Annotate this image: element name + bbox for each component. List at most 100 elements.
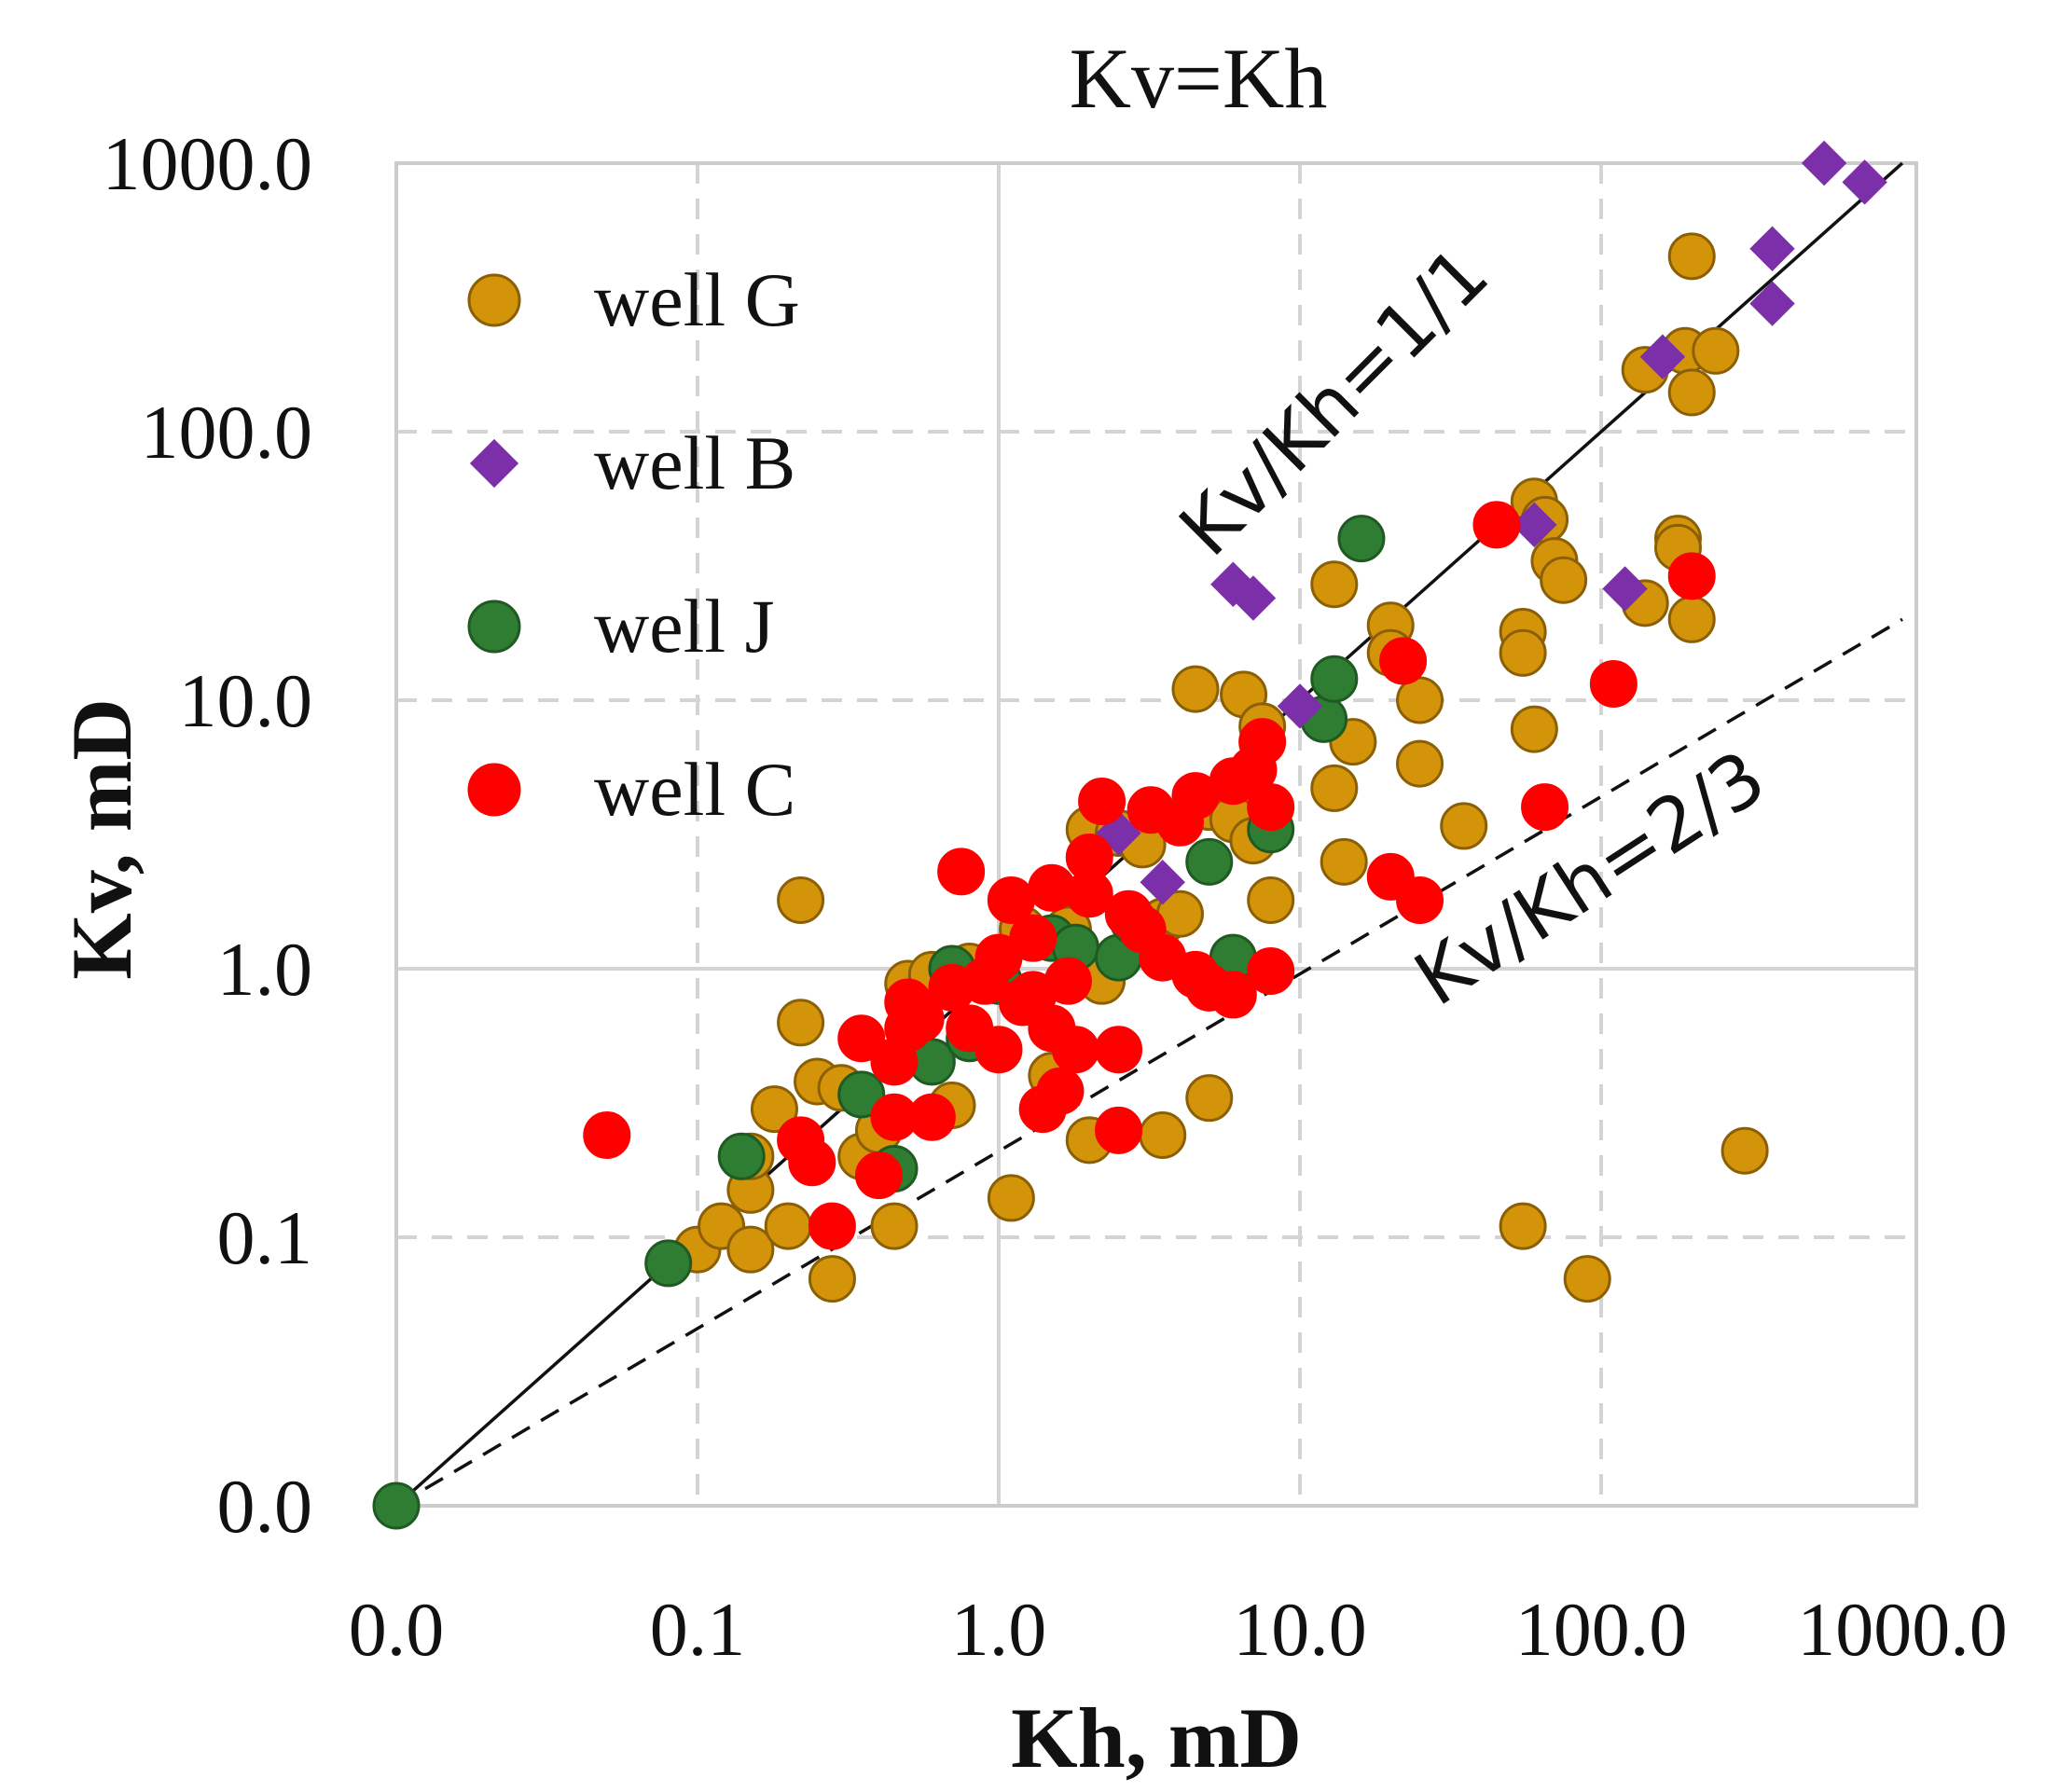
x-tick-label: 10.0 [1233,1587,1367,1672]
well-b-point [1749,281,1795,326]
y-tick-label: 100.0 [141,390,313,475]
well-g-point [1440,802,1488,850]
well-c-point [788,1138,836,1187]
well-j-point [372,1482,421,1530]
well-c-point [1043,957,1092,1005]
well-g-point [777,999,825,1047]
well-c-point [1009,914,1057,962]
well-b-point [1602,566,1648,612]
well-c-point [1036,1067,1085,1115]
well-j-point [1337,515,1386,563]
y-tick-label: 1000.0 [103,121,313,206]
legend-label-well-b: well B [594,420,795,505]
well-g-point [750,1085,798,1134]
well-j-point [1185,837,1234,886]
well-b-point [1140,859,1185,905]
legend-marker-well-g [467,273,521,327]
well-g-point [1720,1126,1769,1175]
well-g-point [870,1202,919,1250]
well-c-point [1209,971,1257,1019]
well-b-point [1842,159,1887,205]
well-g-point [1320,837,1368,886]
well-g-point [1667,595,1716,643]
y-axis-label: Kv, mD [54,698,149,980]
well-c-point [1095,1026,1143,1074]
well-j-point [644,1239,693,1288]
well-c-point [1379,637,1428,685]
reference-line-2-3 [395,617,1903,1508]
chart-title: Kv=Kh [1070,31,1328,126]
well-c-point [1095,1106,1143,1154]
legend-marker-well-c [467,763,521,817]
well-g-point [1499,1202,1547,1250]
well-c-point [896,995,945,1043]
well-j-point [1310,655,1359,703]
well-g-point [1667,232,1716,281]
x-tick-labels: 0.0 0.1 1.0 10.0 100.0 1000.0 [349,1587,2008,1672]
well-g-point [1247,875,1295,924]
well-g-point [777,875,825,924]
y-tick-label: 0.0 [217,1464,313,1549]
legend-label-well-c: well C [594,747,795,832]
well-g-point [1692,326,1740,375]
x-tick-label: 1.0 [951,1587,1047,1672]
well-c-point [837,1014,886,1063]
y-tick-label: 1.0 [217,927,313,1012]
data-points [372,140,1887,1530]
well-c-point [808,1202,856,1250]
well-g-point [1667,368,1716,417]
well-c-point [854,1151,903,1200]
plot-area-border [394,161,1918,1508]
y-tick-label: 0.1 [217,1195,313,1280]
y-tick-label: 10.0 [179,658,313,743]
well-c-point [1472,501,1521,549]
well-g-point [1185,1074,1234,1123]
well-g-point [1499,628,1547,677]
well-b-point [1277,683,1323,729]
well-c-point [1051,1026,1099,1074]
well-c-point [974,1026,1023,1074]
well-c-point [1396,875,1444,924]
well-b-point [1801,140,1847,186]
well-g-point [987,1174,1035,1222]
well-c-point [1247,783,1295,832]
legend-marker-well-j [467,600,521,654]
well-g-point [1171,665,1220,713]
well-c-point [583,1110,631,1159]
x-tick-label: 100.0 [1515,1587,1688,1672]
well-g-point [1310,764,1359,812]
well-c-point [1065,833,1113,881]
grid-lines [396,163,1916,1506]
well-g-point [1139,1110,1187,1159]
legend: well G well B well J well C [467,257,800,832]
well-c-point [1238,718,1287,766]
well-c-point [1667,552,1716,600]
well-c-point [1589,660,1638,709]
well-b-point [1230,575,1277,621]
x-tick-label: 1000.0 [1797,1587,2008,1672]
well-g-point [1540,556,1588,604]
legend-marker-well-b [469,438,519,489]
well-b-point [1639,334,1686,379]
well-g-point [764,1202,812,1250]
well-j-point [717,1132,766,1180]
well-c-point [1521,783,1569,832]
well-c-point [937,848,986,896]
well-b-point [1512,502,1557,548]
x-axis-label: Kh, mD [1011,1690,1302,1785]
well-c-point [1078,778,1126,826]
y-tick-labels: 0.0 0.1 1.0 10.0 100.0 1000.0 [103,121,313,1549]
well-c-point [907,1093,956,1141]
well-g-point [726,1225,775,1274]
well-g-point [1563,1255,1611,1303]
well-g-point [808,1255,856,1303]
well-j-point [837,1070,886,1119]
well-g-point [1396,739,1444,788]
legend-label-well-g: well G [594,257,800,342]
well-b-point [1749,226,1795,272]
well-g-point [1310,560,1359,609]
well-c-point [1247,947,1295,996]
legend-label-well-j: well J [594,584,775,669]
x-tick-label: 0.0 [349,1587,445,1672]
